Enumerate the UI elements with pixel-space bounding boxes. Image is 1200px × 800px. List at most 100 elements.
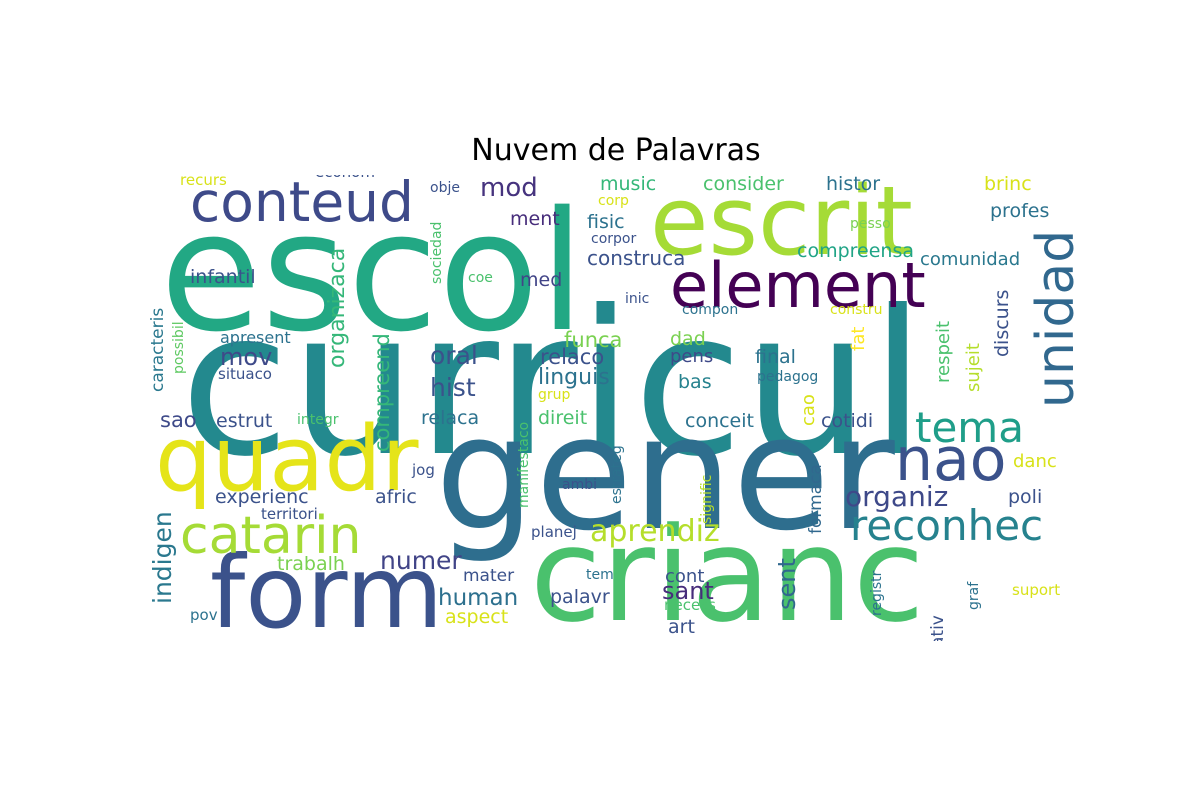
word-curricul: curricul	[180, 268, 926, 501]
word-cao: cao	[798, 394, 819, 427]
word-sociedad: sociedad	[429, 222, 445, 285]
word-fat: fat	[848, 327, 869, 352]
word-mov: mov	[220, 343, 273, 371]
word-constru: constru	[830, 302, 883, 318]
word-pov: pov	[190, 606, 218, 624]
word-hist: hist	[430, 373, 476, 402]
word-organizaca: organizaca	[325, 248, 350, 369]
word-med: med	[520, 269, 563, 291]
word-ment: ment	[510, 208, 560, 230]
word-aprendiz: aprendiz	[590, 514, 720, 549]
word-corp: corp	[598, 193, 629, 209]
word-apresent: apresent	[220, 328, 291, 347]
word-conceit: conceit	[685, 410, 754, 432]
word-mod: mod	[480, 175, 538, 203]
word-pesso: pesso	[850, 216, 891, 232]
word-grup: grup	[538, 387, 571, 403]
word-necess: necess	[664, 596, 716, 614]
word-art: art	[668, 616, 695, 638]
word-crianc: crianc	[530, 499, 925, 641]
word-music: music	[600, 175, 657, 195]
word-inic: inic	[625, 291, 650, 307]
word-tema: tema	[915, 403, 1024, 452]
word-nao: nao	[895, 425, 1007, 495]
word-linguis: linguis	[538, 365, 610, 390]
word-compreend: compreend	[370, 333, 394, 453]
word-estrut: estrut	[216, 410, 273, 432]
word-signific: signific	[699, 475, 715, 525]
word-funca: funca	[564, 328, 623, 352]
word-territori: territori	[261, 505, 318, 523]
word-compreensa: compreensa	[797, 240, 914, 262]
word-relaca: relaca	[421, 407, 480, 429]
word-profes: profes	[990, 200, 1050, 222]
word-sant: sant	[662, 577, 714, 605]
word-construca: construca	[587, 246, 686, 270]
word-reconhec: reconhec	[850, 501, 1044, 550]
word-jog: jog	[412, 461, 435, 479]
word-sent: sent	[773, 557, 801, 610]
word-respeit: respeit	[933, 321, 954, 384]
word-caracteris: caracteris	[150, 308, 168, 393]
word-form: form	[210, 534, 444, 642]
word-ambi: ambi	[562, 477, 597, 493]
word-pens: pens	[670, 346, 714, 367]
word-quadr: quadr	[155, 407, 419, 512]
word-poli: poli	[1008, 486, 1043, 508]
word-econom: econom	[315, 175, 375, 180]
word-suport: suport	[1012, 581, 1061, 599]
word-tem: tem	[586, 567, 614, 583]
word-discurs: discurs	[991, 290, 1013, 358]
word-fisic: fisic	[587, 211, 625, 233]
word-brinc: brinc	[984, 175, 1032, 195]
word-indigen: indigen	[150, 510, 177, 604]
word-oral: oral	[430, 341, 478, 370]
word-estrateg: estrateg	[609, 445, 625, 505]
word-escol: escol	[160, 176, 585, 368]
word-manifestaco: manifestaco	[516, 422, 532, 509]
word-cotidi: cotidi	[821, 410, 874, 432]
word-situaco: situaco	[218, 365, 272, 383]
word-graf: graf	[966, 581, 982, 610]
word-escrit: escrit	[650, 175, 913, 277]
word-obje: obje	[430, 180, 460, 196]
word-dad: dad	[670, 328, 706, 350]
word-sujeit: sujeit	[963, 343, 984, 392]
word-coe: coe	[468, 270, 493, 286]
word-human: human	[438, 585, 519, 611]
word-integr: integr	[297, 412, 339, 428]
word-conteud: conteud	[190, 175, 414, 234]
word-pedagog: pedagog	[757, 369, 819, 385]
word-unidad: unidad	[1026, 230, 1082, 409]
word-cont: cont	[665, 566, 705, 587]
word-infantil: infantil	[190, 266, 256, 288]
word-experienc: experienc	[215, 486, 309, 508]
word-compon: compon	[682, 302, 739, 318]
word-catarin: catarin	[180, 506, 362, 566]
word-aspect: aspect	[445, 606, 509, 628]
word-formaca: formaca	[806, 463, 826, 534]
word-palavr: palavr	[550, 586, 610, 608]
word-final: final	[755, 346, 796, 368]
word-corpor: corpor	[591, 231, 637, 247]
word-cloud: curricul escol gener crianc form quadr escrit e…	[150, 175, 1082, 641]
word-possibil: possibil	[171, 321, 187, 375]
word-sao: sao	[160, 408, 197, 432]
word-danc: danc	[1013, 451, 1057, 472]
word-bas: bas	[678, 371, 712, 393]
word-mater: mater	[463, 566, 515, 586]
word-comunidad: comunidad	[920, 249, 1021, 270]
word-planej: planej	[531, 523, 577, 541]
word-consider: consider	[703, 175, 784, 195]
word-direit: direit	[538, 407, 588, 429]
word-ativ: ativ	[928, 615, 948, 641]
word-histor: histor	[826, 175, 881, 195]
word-organiz: organiz	[845, 480, 949, 513]
word-registr: registr	[869, 570, 885, 616]
word-element: element	[670, 249, 926, 322]
word-trabalh: trabalh	[277, 553, 345, 575]
word-afric: afric	[375, 486, 417, 508]
word-numer: numer	[380, 546, 462, 575]
chart-title: Nuvem de Palavras	[471, 133, 761, 168]
